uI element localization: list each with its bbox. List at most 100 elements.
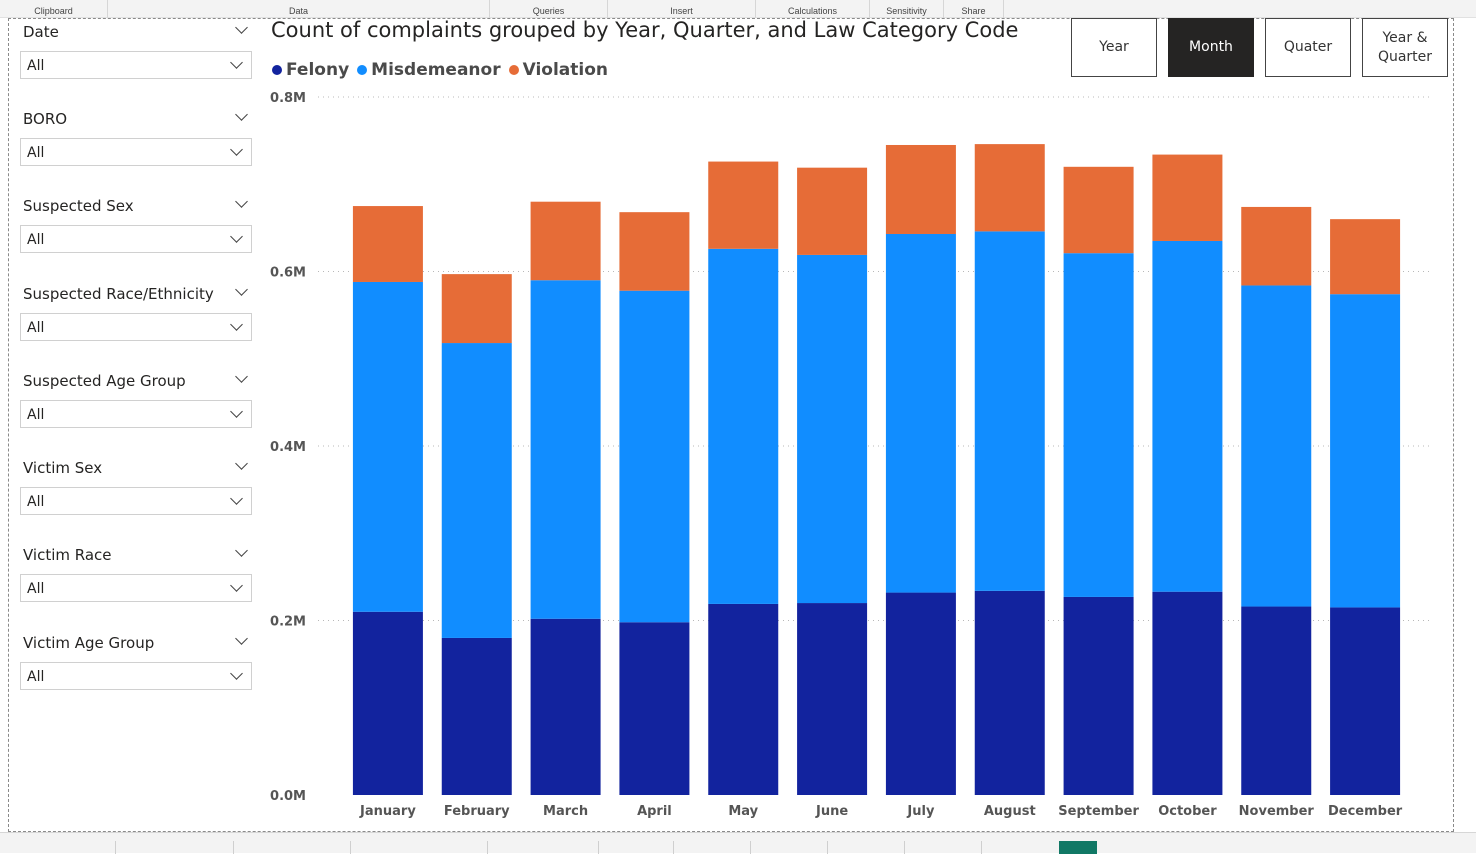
page-tab[interactable] xyxy=(487,841,488,854)
bar-felony-march[interactable] xyxy=(530,618,601,795)
x-tick-label: July xyxy=(906,804,935,819)
slicer-title: Victim Age Group xyxy=(23,634,155,652)
slicer-dropdown[interactable]: All xyxy=(20,574,252,602)
slicer-value: All xyxy=(27,145,45,161)
bar-misdemeanor-may[interactable] xyxy=(708,248,779,604)
x-tick-label: March xyxy=(543,804,588,819)
bar-felony-august[interactable] xyxy=(974,590,1045,795)
slicer-dropdown[interactable]: All xyxy=(20,662,252,690)
slicer-dropdown[interactable]: All xyxy=(20,138,252,166)
legend-item-felony[interactable]: Felony xyxy=(272,60,349,80)
slicer-date: Date All xyxy=(20,20,252,79)
bar-violation-march[interactable] xyxy=(530,201,601,281)
legend-dot xyxy=(508,65,519,75)
page-tab[interactable] xyxy=(827,841,828,854)
slicer-suspected-race-ethnicity: Suspected Race/Ethnicity All xyxy=(20,282,252,341)
x-tick-label: October xyxy=(1158,804,1217,819)
slicer-dropdown[interactable]: All xyxy=(20,51,252,79)
bar-felony-december[interactable] xyxy=(1330,607,1401,795)
bar-felony-september[interactable] xyxy=(1063,596,1134,795)
x-tick-label: November xyxy=(1239,804,1315,819)
month-button[interactable]: Month xyxy=(1168,18,1254,77)
ribbon-group-calculations[interactable]: Calculations xyxy=(756,0,870,18)
slicer-header[interactable]: Victim Age Group xyxy=(20,631,252,655)
legend-item-misdemeanor[interactable]: Misdemeanor xyxy=(357,60,501,80)
bar-misdemeanor-december[interactable] xyxy=(1330,294,1401,608)
page-tab[interactable] xyxy=(598,841,599,854)
bar-violation-february[interactable] xyxy=(441,274,512,344)
slicer-header[interactable]: BORO xyxy=(20,107,252,131)
bar-misdemeanor-february[interactable] xyxy=(441,343,512,638)
ribbon-group-sensitivity[interactable]: Sensitivity xyxy=(870,0,944,18)
year-quarter-button[interactable]: Year & Quarter xyxy=(1362,18,1448,77)
page-tab[interactable] xyxy=(904,841,905,854)
bar-misdemeanor-november[interactable] xyxy=(1241,285,1312,607)
active-page-tab[interactable] xyxy=(1059,841,1097,854)
bar-misdemeanor-april[interactable] xyxy=(619,290,690,623)
bar-violation-august[interactable] xyxy=(974,144,1045,232)
bar-misdemeanor-september[interactable] xyxy=(1063,253,1134,597)
bar-violation-november[interactable] xyxy=(1241,206,1312,286)
ribbon-group-data[interactable]: Data xyxy=(108,0,490,18)
bar-felony-february[interactable] xyxy=(441,637,512,795)
ribbon-group-queries[interactable]: Queries xyxy=(490,0,608,18)
slicer-title: Date xyxy=(23,23,59,41)
bar-felony-june[interactable] xyxy=(797,603,868,795)
slicer-suspected-age-group: Suspected Age Group All xyxy=(20,369,252,428)
bar-felony-november[interactable] xyxy=(1241,606,1312,795)
slicer-header[interactable]: Suspected Age Group xyxy=(20,369,252,393)
slicer-header[interactable]: Suspected Race/Ethnicity xyxy=(20,282,252,306)
slicer-value: All xyxy=(27,407,45,423)
x-tick-label: April xyxy=(637,804,672,819)
page-tab[interactable] xyxy=(233,841,234,854)
slicer-header[interactable]: Victim Race xyxy=(20,543,252,567)
slicer-dropdown[interactable]: All xyxy=(20,487,252,515)
slicer-victim-race: Victim Race All xyxy=(20,543,252,602)
ribbon-group-insert[interactable]: Insert xyxy=(608,0,756,18)
bar-violation-june[interactable] xyxy=(797,167,868,255)
bar-misdemeanor-june[interactable] xyxy=(797,254,868,604)
x-tick-label: June xyxy=(815,804,848,819)
x-tick-label: February xyxy=(444,804,510,819)
bar-felony-may[interactable] xyxy=(708,603,779,795)
ribbon-group-clipboard[interactable]: Clipboard xyxy=(0,0,108,18)
bar-violation-january[interactable] xyxy=(352,206,423,282)
legend-item-violation[interactable]: Violation xyxy=(508,60,608,80)
bar-violation-april[interactable] xyxy=(619,212,690,291)
y-tick-label: 0.2M xyxy=(270,615,306,630)
page-tab[interactable] xyxy=(750,841,751,854)
x-tick-label: September xyxy=(1058,804,1139,819)
page-tab[interactable] xyxy=(115,841,116,854)
slicer-title: Suspected Race/Ethnicity xyxy=(23,285,214,303)
slicer-value: All xyxy=(27,581,45,597)
bar-felony-april[interactable] xyxy=(619,622,690,795)
bar-felony-january[interactable] xyxy=(352,611,423,795)
year-button[interactable]: Year xyxy=(1071,18,1157,77)
slicer-dropdown[interactable]: All xyxy=(20,313,252,341)
ribbon: Clipboard Data Queries Insert Calculatio… xyxy=(0,0,1476,18)
bar-misdemeanor-january[interactable] xyxy=(352,281,423,612)
page-tab[interactable] xyxy=(350,841,351,854)
ribbon-group-share[interactable]: Share xyxy=(944,0,1004,18)
bar-violation-december[interactable] xyxy=(1330,219,1401,295)
bar-felony-july[interactable] xyxy=(885,592,956,795)
bar-violation-may[interactable] xyxy=(708,161,779,249)
bar-misdemeanor-july[interactable] xyxy=(885,233,956,593)
quater-button[interactable]: Quater xyxy=(1265,18,1351,77)
bar-violation-july[interactable] xyxy=(885,144,956,234)
bar-misdemeanor-august[interactable] xyxy=(974,231,1045,591)
slicer-header[interactable]: Date xyxy=(20,20,252,44)
slicer-dropdown[interactable]: All xyxy=(20,225,252,253)
slicer-header[interactable]: Suspected Sex xyxy=(20,194,252,218)
slicer-dropdown[interactable]: All xyxy=(20,400,252,428)
slicer-header[interactable]: Victim Sex xyxy=(20,456,252,480)
page-tab[interactable] xyxy=(673,841,674,854)
bar-violation-october[interactable] xyxy=(1152,154,1223,241)
y-tick-label: 0.6M xyxy=(270,266,306,281)
bar-misdemeanor-march[interactable] xyxy=(530,280,601,619)
bar-misdemeanor-october[interactable] xyxy=(1152,240,1223,592)
x-tick-label: December xyxy=(1328,804,1403,819)
bar-felony-october[interactable] xyxy=(1152,591,1223,795)
page-tab[interactable] xyxy=(981,841,982,854)
bar-violation-september[interactable] xyxy=(1063,166,1134,254)
